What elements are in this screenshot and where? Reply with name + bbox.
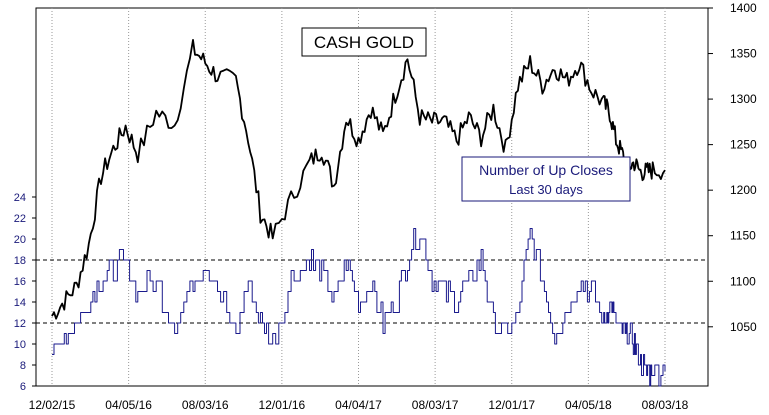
right-tick-label: 1100 [730,274,756,288]
subtitle-line-2: Last 30 days [509,182,583,197]
subtitle-line-1: Number of Up Closes [479,162,613,178]
left-tick-label: 10 [14,339,26,351]
right-tick-label: 1050 [730,320,757,334]
left-tick-label: 8 [20,360,26,372]
x-tick-label: 12/01/17 [488,398,535,412]
x-tick-label: 12/01/16 [259,398,306,412]
subtitle-box: Number of Up Closes Last 30 days [461,156,631,202]
right-tick-label: 1150 [730,229,756,243]
left-tick-label: 6 [20,381,26,393]
right-tick-label: 1350 [730,47,757,61]
left-tick-label: 12 [14,318,26,330]
gold-price-line [51,39,666,320]
right-tick-label: 1200 [730,183,757,197]
left-tick-label: 16 [14,276,26,288]
x-tick-label: 08/03/16 [182,398,229,412]
chart-title: CASH GOLD [314,33,414,52]
x-tick-label: 08/03/18 [642,398,689,412]
x-tick-label: 12/02/15 [29,398,76,412]
left-tick-label: 18 [14,255,26,267]
right-tick-label: 1300 [730,92,757,106]
left-tick-label: 14 [14,297,26,309]
x-tick-label: 08/03/17 [412,398,459,412]
x-tick-label: 04/05/18 [565,398,612,412]
x-tick-label: 04/05/16 [105,398,152,412]
tick-labels: 12/02/15 04/05/16 08/03/16 12/01/16 04/04/17… [14,1,757,412]
left-tick-label: 20 [14,234,26,246]
title-box: CASH GOLD [301,27,427,57]
up-closes-line [52,228,666,387]
reference-lines [36,259,708,324]
right-tick-label: 1250 [730,138,757,152]
series-layer [51,39,666,387]
x-tick-label: 04/04/17 [335,398,382,412]
left-tick-label: 22 [14,213,26,225]
right-tick-label: 1400 [730,1,757,15]
left-tick-label: 24 [14,192,26,204]
